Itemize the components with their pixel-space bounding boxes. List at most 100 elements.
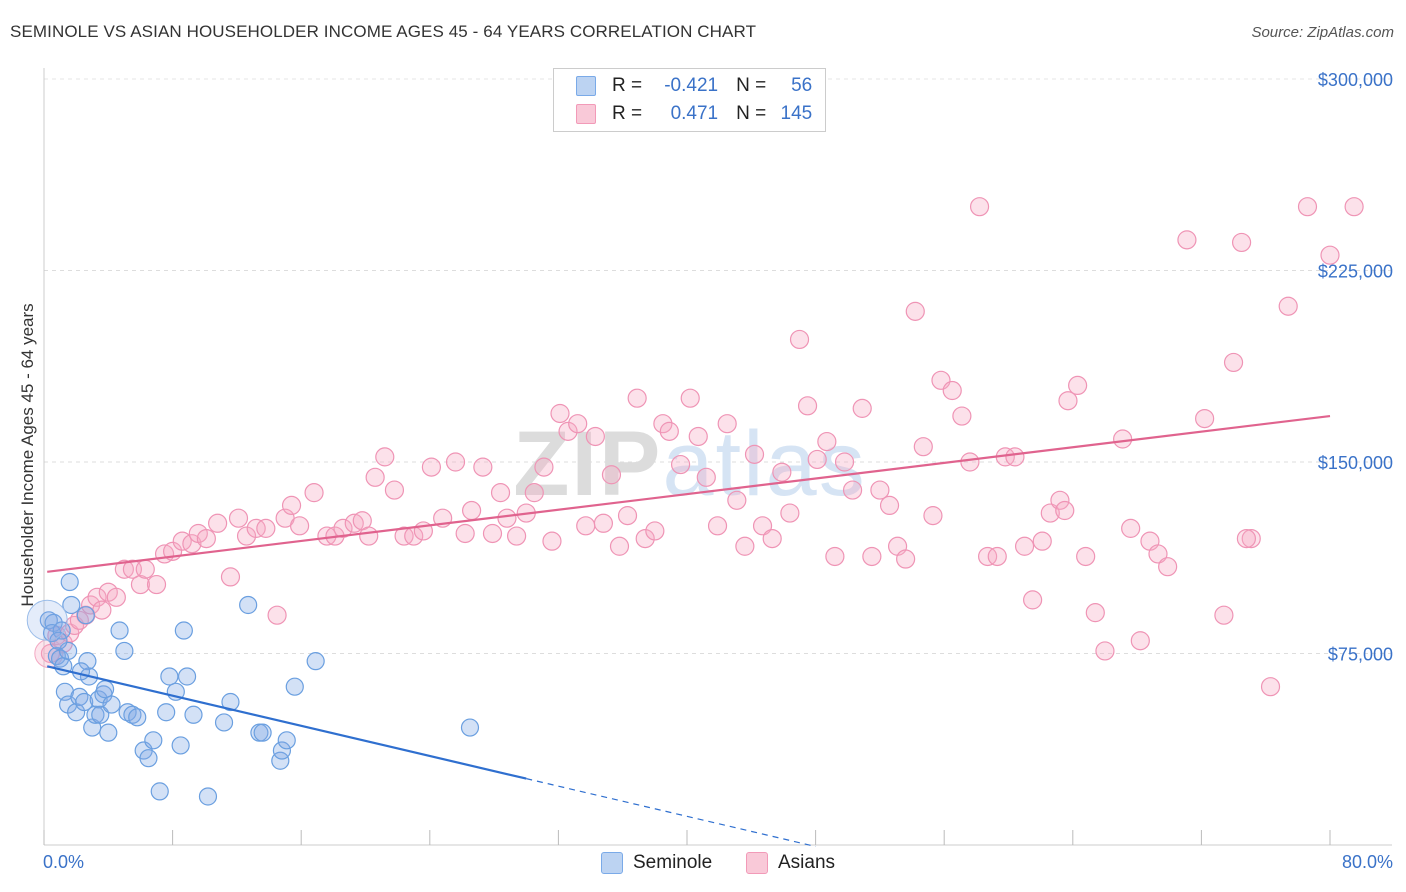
- asians-point: [789, 329, 810, 350]
- asians-point: [852, 398, 872, 418]
- asians-point: [1095, 641, 1115, 661]
- seminole-point: [285, 677, 304, 696]
- seminole-point: [177, 667, 197, 686]
- seminole-point: [86, 705, 105, 724]
- asians-point: [568, 414, 588, 434]
- asians-point: [727, 490, 747, 510]
- seminole-r-value: -0.421: [664, 75, 719, 96]
- n-label: N =: [736, 103, 767, 124]
- asians-point: [817, 431, 837, 452]
- seminole-point: [198, 787, 218, 806]
- asians-point: [550, 403, 570, 424]
- seminole-point: [91, 705, 110, 724]
- asians-point: [1113, 429, 1133, 449]
- asians-point: [106, 587, 126, 607]
- asians-point: [645, 521, 665, 541]
- seminole-point: [60, 572, 79, 592]
- asians-point: [862, 546, 882, 567]
- asians-point: [365, 467, 385, 487]
- asians-point: [558, 421, 578, 441]
- asians-point: [707, 516, 728, 536]
- asians-point: [772, 462, 792, 482]
- asians-point: [92, 600, 112, 620]
- asians-point: [780, 503, 800, 523]
- seminole-point: [99, 723, 118, 742]
- asians-point: [923, 506, 943, 526]
- seminole-point: [253, 723, 272, 742]
- asians-point: [1158, 557, 1178, 577]
- asians-point: [627, 388, 647, 408]
- asians-point: [617, 506, 638, 526]
- asians-point: [870, 480, 890, 500]
- asians-point: [905, 301, 925, 321]
- asians-point: [744, 444, 765, 464]
- asians-point: [969, 197, 990, 217]
- asians-point: [267, 605, 287, 625]
- seminole-point: [71, 662, 91, 681]
- asians-point: [375, 447, 395, 467]
- asians-point: [1032, 531, 1052, 551]
- asians-r-value: 0.471: [670, 103, 719, 124]
- asians-point: [1014, 536, 1035, 556]
- asians-point: [752, 516, 773, 536]
- asians-point: [1320, 245, 1340, 265]
- asians-point: [490, 483, 511, 503]
- asians-point: [146, 574, 167, 595]
- seminole-point: [76, 606, 95, 625]
- seminole-trend-extension: [526, 778, 816, 848]
- asians-point: [659, 421, 679, 441]
- asians-point: [653, 414, 673, 434]
- n-label: N =: [736, 75, 767, 96]
- asians-point: [208, 513, 228, 533]
- seminole-point: [95, 680, 115, 699]
- y-tick-label: $225,000: [1318, 262, 1393, 282]
- asians-point: [680, 388, 700, 408]
- asians-point: [1278, 296, 1298, 316]
- watermark: ZIPatlas: [513, 413, 866, 515]
- seminole-point: [184, 705, 203, 724]
- correlation-legend: R = -0.421 N = 56 R = 0.471 N = 145: [553, 68, 826, 132]
- seminole-point: [277, 731, 296, 750]
- asians-point: [220, 567, 241, 587]
- axes: [43, 68, 1392, 846]
- chart-title: SEMINOLE VS ASIAN HOUSEHOLDER INCOME AGE…: [10, 22, 757, 41]
- seminole-swatch: [576, 76, 596, 96]
- seminole-trend-line: [46, 665, 527, 780]
- asians-trend-line: [47, 414, 1331, 573]
- seminole-point: [115, 641, 134, 661]
- asians-point: [1344, 197, 1364, 217]
- asians-point: [688, 426, 708, 447]
- y-tick-label: $300,000: [1318, 70, 1393, 90]
- asians-point: [576, 516, 596, 536]
- seminole-point: [110, 621, 129, 640]
- asians-point: [1231, 232, 1252, 253]
- asians-point: [896, 549, 916, 569]
- asians-point: [635, 528, 655, 549]
- asians-point: [913, 437, 933, 457]
- seminole-point: [139, 749, 158, 768]
- asians-point: [717, 414, 737, 434]
- seminole-point: [460, 718, 480, 737]
- trend-lines: [46, 414, 1331, 848]
- seminole-point: [150, 782, 169, 801]
- seminole-point: [174, 621, 193, 640]
- asians-point: [609, 536, 630, 556]
- seminole-point: [75, 692, 94, 712]
- asians-point: [114, 559, 134, 579]
- seminole-point: [62, 595, 81, 615]
- asians-point: [1130, 631, 1150, 651]
- seminole-point: [26, 599, 68, 641]
- asians-point: [1297, 197, 1318, 217]
- asians-point: [81, 595, 101, 615]
- y-tick-label: $150,000: [1318, 453, 1393, 473]
- asians-point: [461, 500, 482, 521]
- r-label: R =: [612, 103, 643, 124]
- seminole-point: [123, 705, 142, 724]
- asians-point: [1055, 500, 1075, 521]
- seminole-point: [272, 741, 292, 760]
- asians-point: [1214, 605, 1234, 625]
- asians-point: [359, 526, 379, 546]
- asians-point: [394, 526, 414, 546]
- seminole-point: [128, 708, 147, 727]
